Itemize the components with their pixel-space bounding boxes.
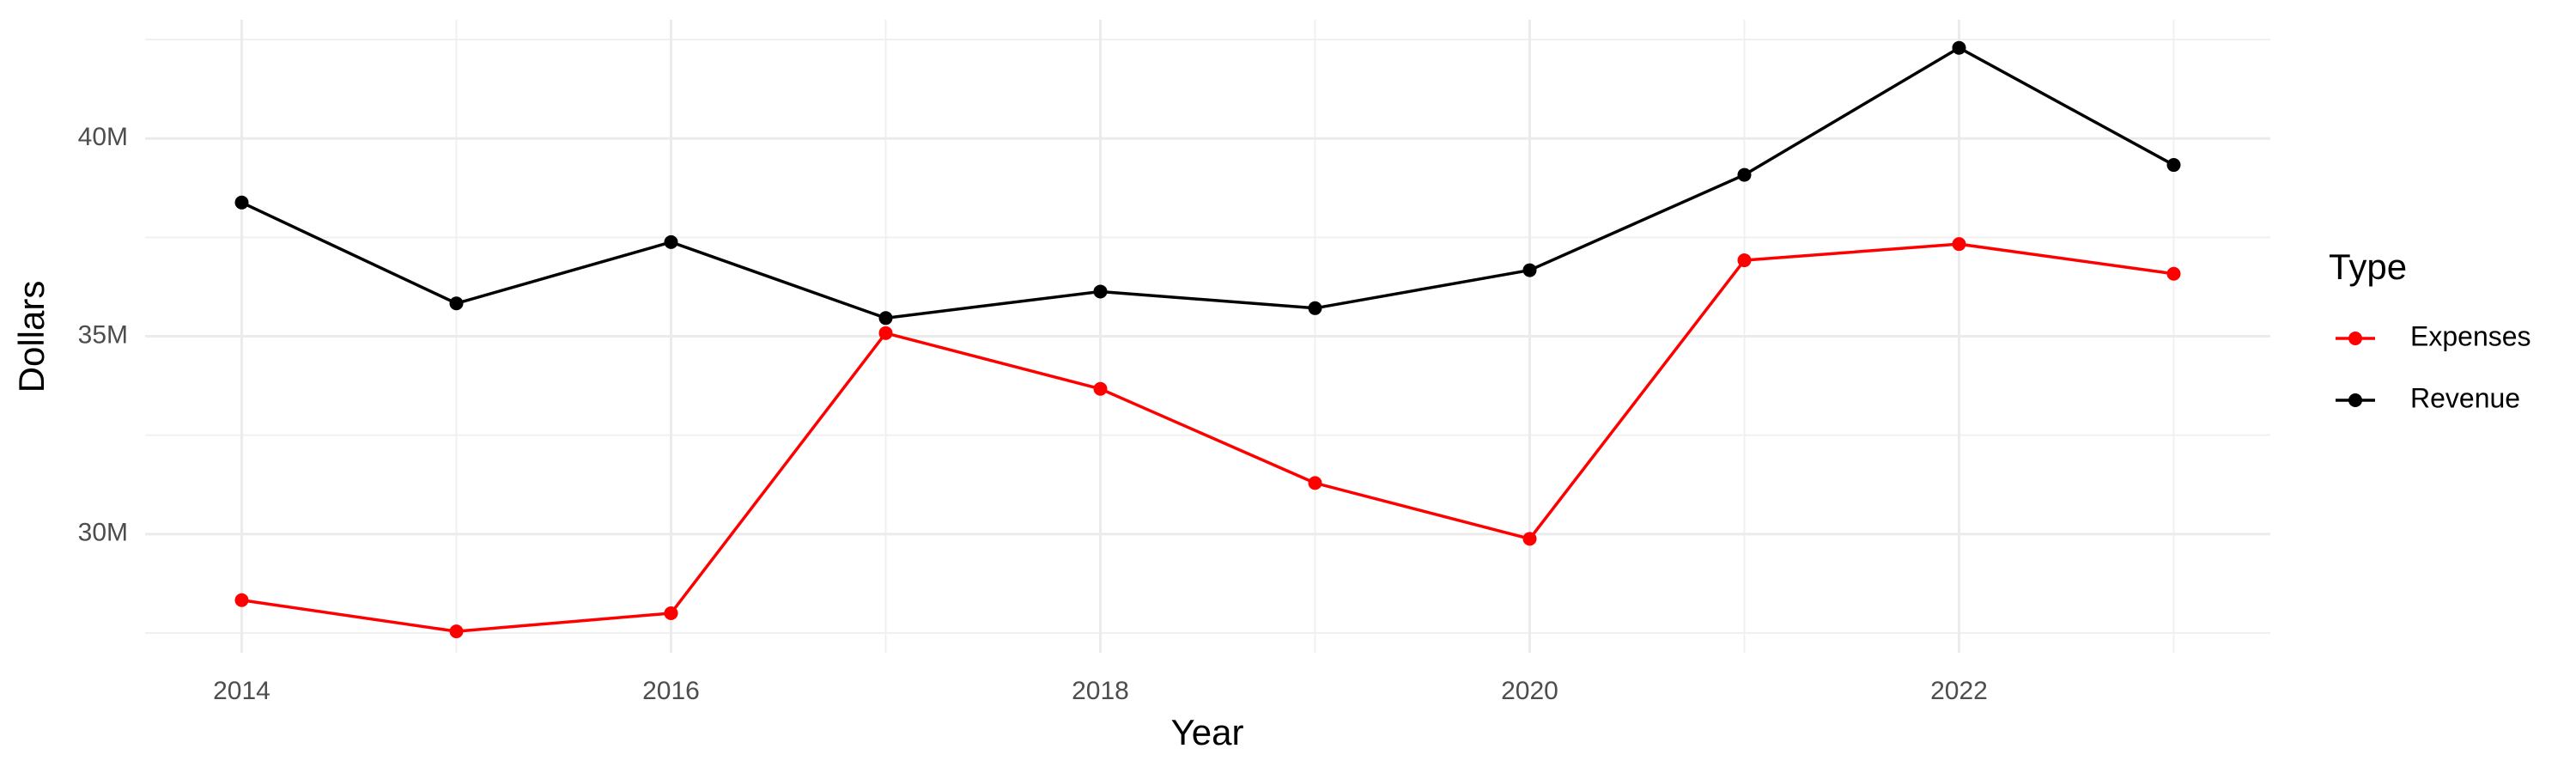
data-point: [1522, 532, 1537, 546]
legend-label: Expenses: [2410, 320, 2531, 351]
data-point: [234, 593, 249, 607]
data-point: [878, 311, 893, 326]
x-tick-label: 2020: [1501, 677, 1558, 705]
x-axis-title: Year: [1171, 712, 1244, 752]
data-point: [1737, 253, 1752, 268]
legend-key-point: [2348, 393, 2362, 407]
data-point: [1093, 284, 1108, 299]
data-point: [878, 326, 893, 340]
data-point: [664, 606, 678, 620]
data-point: [449, 296, 464, 311]
series-line: [241, 242, 2174, 633]
y-tick-label: 35M: [78, 320, 128, 349]
data-point: [1093, 381, 1108, 396]
legend-key-point: [2348, 332, 2362, 345]
y-tick-label: 40M: [78, 123, 128, 151]
data-point: [234, 195, 249, 210]
data-point: [449, 624, 464, 639]
data-point: [1737, 167, 1752, 182]
legend-title: Type: [2329, 247, 2407, 287]
data-point: [1308, 301, 1322, 315]
y-axis-title: Dollars: [11, 281, 52, 393]
x-tick-label: 2018: [1072, 677, 1129, 705]
legend-label: Revenue: [2410, 382, 2520, 413]
data-point: [664, 234, 678, 249]
data-point: [1308, 476, 1322, 490]
data-point: [1952, 40, 1966, 55]
x-tick-label: 2022: [1930, 677, 1988, 705]
data-point: [1952, 237, 1966, 252]
series-line: [240, 46, 2175, 320]
data-point: [1522, 263, 1537, 277]
data-point: [2166, 158, 2181, 173]
x-tick-label: 2016: [642, 677, 700, 705]
x-tick-label: 2014: [213, 677, 270, 705]
data-point: [2166, 266, 2181, 281]
y-tick-label: 30M: [78, 519, 128, 547]
